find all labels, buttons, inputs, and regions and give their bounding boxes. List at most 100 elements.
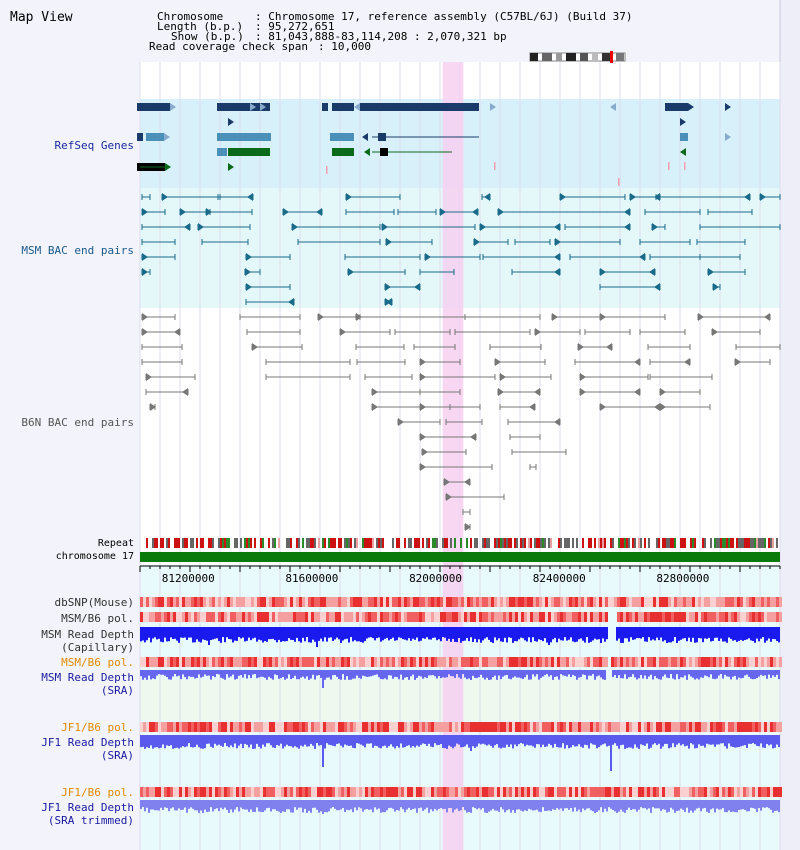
track-label-chromosome[interactable]: chromosome 17 [55, 551, 134, 562]
track-label-msm-b6-pol-sra[interactable]: MSM/B6 pol. [61, 656, 134, 669]
msm-b6-pol-strip [353, 612, 356, 622]
track-label-repeat[interactable]: Repeat [97, 538, 134, 549]
msm-b6-pol-strip [605, 612, 608, 622]
jf1-depth-trimmed-bar [734, 800, 736, 813]
dbsnp-strip [194, 597, 197, 607]
msm-bac-pair-arrow [744, 193, 750, 201]
jf1-depth-sra-bar [748, 735, 750, 744]
msm-b6-pol-strip [338, 612, 341, 622]
msm-b6-pol-strip [380, 612, 383, 622]
jf1-b6-pol-trimmed-strip [356, 787, 359, 797]
track-label-b6n-bac[interactable]: B6N BAC end pairs [21, 416, 134, 429]
msm-b6-pol-strip [152, 612, 155, 622]
msm-b6-pol-strip [305, 612, 308, 622]
repeat-segment [722, 538, 724, 548]
msm-b6-pol-strip [263, 612, 266, 622]
msm-b6-pol-strip [161, 612, 164, 622]
msm-depth-sra-bar [600, 670, 602, 678]
repeat-segment [732, 538, 734, 548]
jf1-b6-pol-trimmed-strip [305, 787, 308, 797]
dbsnp-strip [398, 597, 401, 607]
jf1-depth-trimmed-bar [730, 800, 732, 813]
msm-b6-pol-sra-strip [506, 657, 509, 667]
jf1-depth-sra-bar [774, 735, 776, 748]
b6n-bac-pair-arrow [600, 313, 606, 321]
repeat-segment [576, 538, 578, 548]
msm-depth-sra-bar [234, 670, 236, 680]
jf1-depth-trimmed-bar [628, 800, 630, 808]
msm-b6-pol-strip [341, 612, 344, 622]
msm-depth-capillary-bar [262, 627, 264, 643]
msm-depth-sra-bar [214, 670, 216, 678]
track-label-jf1-b6-pol-sra[interactable]: JF1/B6 pol. [61, 721, 134, 734]
msm-depth-capillary-bar [330, 627, 332, 638]
dbsnp-strip [638, 597, 641, 607]
track-label-jf1-depth-trimmed[interactable]: JF1 Read Depth [41, 801, 134, 814]
msm-depth-sra-bar [378, 670, 380, 678]
jf1-depth-trimmed-bar [738, 800, 740, 810]
jf1-depth-trimmed-bar [496, 800, 498, 811]
repeat-segment [152, 538, 154, 548]
msm-depth-capillary-bar [536, 627, 538, 642]
msm-depth-capillary-bar [190, 627, 192, 638]
msm-depth-capillary-bar [176, 627, 178, 641]
msm-depth-sra-bar [468, 670, 470, 679]
jf1-depth-sra-bar [224, 735, 226, 744]
jf1-depth-trimmed-bar [580, 800, 582, 813]
jf1-depth-trimmed-bar [706, 800, 708, 812]
msm-depth-capillary-bar [318, 627, 320, 641]
jf1-b6-pol-strip [227, 722, 230, 732]
jf1-b6-pol-strip [419, 722, 422, 732]
b6n-bac-pair-arrow [372, 388, 378, 396]
msm-depth-capillary-bar [736, 627, 738, 642]
repeat-segment [250, 538, 252, 548]
jf1-b6-pol-trimmed-strip [713, 787, 716, 797]
jf1-b6-pol-strip [155, 722, 158, 732]
jf1-b6-pol-trimmed-strip [296, 787, 299, 797]
msm-b6-pol-strip [500, 612, 503, 622]
repeat-segment [504, 538, 506, 548]
track-label-jf1-depth-sra[interactable]: JF1 Read Depth [41, 736, 134, 749]
msm-depth-capillary-bar [760, 627, 762, 639]
track-label-msm-bac[interactable]: MSM BAC end pairs [21, 244, 134, 257]
dbsnp-strip [239, 597, 242, 607]
track-label-msm-b6-pol-capillary[interactable]: MSM/B6 pol. [61, 612, 134, 625]
dbsnp-strip [647, 597, 650, 607]
jf1-depth-sra-bar [402, 735, 404, 748]
jf1-depth-sra-bar [212, 735, 214, 748]
track-label-refseq[interactable]: RefSeq Genes [54, 139, 134, 152]
repeat-segment [298, 538, 300, 548]
repeat-segment [620, 538, 622, 548]
msm-depth-capillary-bar [158, 627, 160, 639]
msm-b6-pol-sra-strip [389, 657, 392, 667]
msm-b6-pol-strip [710, 612, 713, 622]
msm-bac-pair-arrow [554, 268, 560, 276]
jf1-depth-trimmed-bar [582, 800, 584, 809]
jf1-b6-pol-trimmed-strip [677, 787, 680, 797]
dbsnp-strip [317, 597, 320, 607]
track-label-dbsnp[interactable]: dbSNP(Mouse) [54, 596, 134, 609]
jf1-depth-sra-bar [622, 735, 624, 745]
refseq-gene [665, 103, 688, 111]
dbsnp-strip [212, 597, 215, 607]
repeat-segment [210, 538, 212, 548]
msm-b6-pol-sra-strip [419, 657, 422, 667]
repeat-segment [324, 538, 326, 548]
jf1-b6-pol-trimmed-strip [674, 787, 677, 797]
jf1-depth-sra-bar [712, 735, 714, 745]
track-label-msm-depth-capillary[interactable]: MSM Read Depth [41, 628, 134, 641]
msm-b6-pol-strip [356, 612, 359, 622]
repeat-segment [656, 538, 658, 548]
dbsnp-strip [296, 597, 299, 607]
msm-depth-capillary-bar [566, 627, 568, 641]
jf1-depth-trimmed-bar [508, 800, 510, 810]
msm-depth-capillary-bar [204, 627, 206, 641]
jf1-depth-sra-bar [196, 735, 198, 745]
track-label-jf1-b6-pol-trimmed[interactable]: JF1/B6 pol. [61, 786, 134, 799]
track-label-msm-depth-sra[interactable]: MSM Read Depth [41, 671, 134, 684]
b6n-bac-pair-arrow [654, 403, 660, 411]
jf1-depth-trimmed-bar [536, 800, 538, 810]
dbsnp-strip [266, 597, 269, 607]
jf1-depth-trimmed-bar [416, 800, 418, 813]
